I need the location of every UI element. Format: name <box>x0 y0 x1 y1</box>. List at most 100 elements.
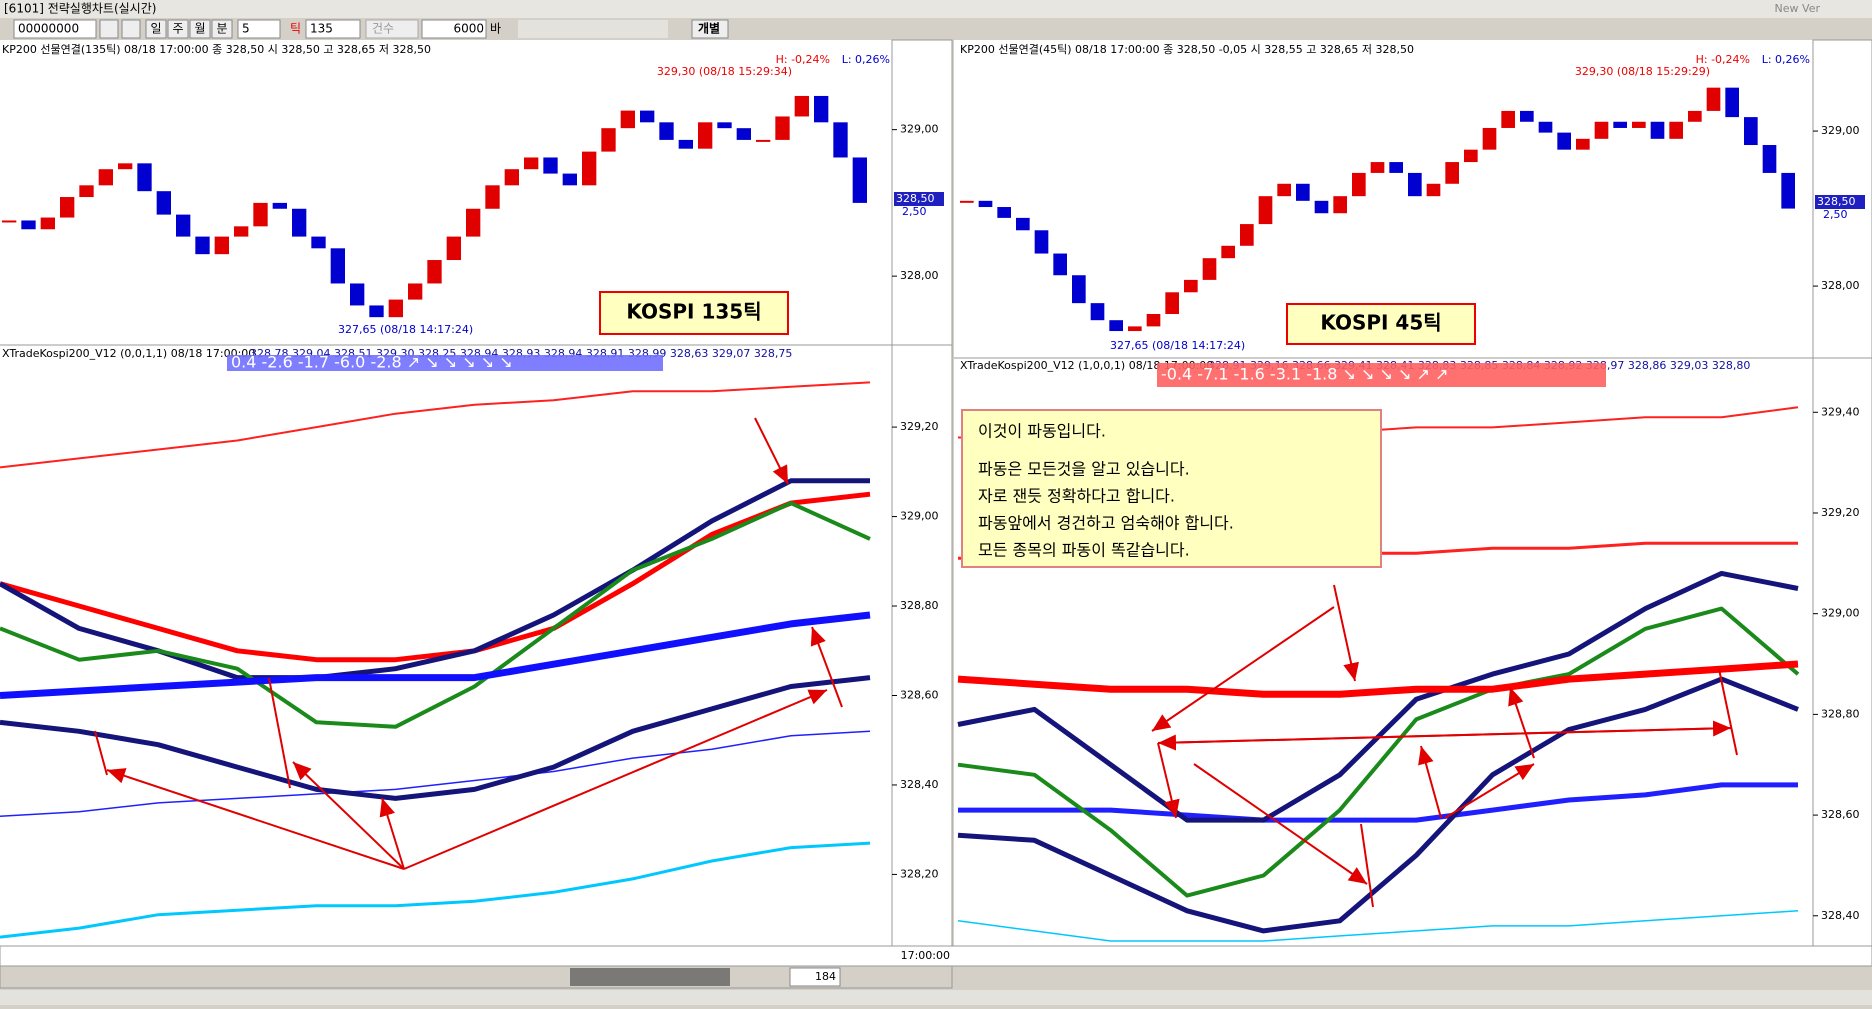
min-label: 327,65 (08/18 14:17:24) <box>338 323 473 336</box>
high-pct: H: -0,24% <box>776 53 830 66</box>
candle <box>98 169 113 186</box>
candle <box>852 157 867 203</box>
y-tick-label: 329,40 <box>1821 405 1860 418</box>
period-button[interactable] <box>145 19 167 39</box>
y-tick-label: 328,60 <box>900 688 939 701</box>
candle <box>620 110 635 129</box>
last-price: 328,50 <box>1817 195 1856 208</box>
candle <box>214 236 229 255</box>
candle <box>79 185 94 198</box>
candle <box>1762 145 1777 173</box>
refresh-button[interactable] <box>121 19 141 39</box>
candle <box>369 305 384 318</box>
price-header: KP200 선물연결(45틱) 08/18 17:00:00 종 328,50 … <box>960 43 1414 56</box>
candle <box>1557 132 1571 150</box>
candle <box>156 191 171 215</box>
candle <box>698 122 713 149</box>
indicator-line <box>958 782 1798 823</box>
period-button[interactable] <box>211 19 233 39</box>
y-tick-label: 329,00 <box>900 510 939 523</box>
y-tick-label: 328,40 <box>900 778 939 791</box>
y-tick-label: 328,00 <box>1821 279 1860 292</box>
last-price-box <box>1815 195 1865 209</box>
left-plot <box>0 40 892 946</box>
candle <box>234 226 249 237</box>
tick-select[interactable] <box>305 19 361 39</box>
candle <box>408 283 423 300</box>
candle <box>1744 117 1758 146</box>
indicator-line <box>957 910 1799 942</box>
candle <box>350 283 365 306</box>
candle <box>1240 224 1254 246</box>
candle <box>195 236 210 255</box>
note-line: 이것이 파동입니다. <box>978 422 1106 441</box>
candle <box>562 173 577 186</box>
candle <box>736 128 751 140</box>
period-button-label: 일 <box>150 22 161 36</box>
code: 00000000 <box>18 22 79 36</box>
candle <box>1426 183 1441 197</box>
candle <box>21 220 36 230</box>
candle <box>40 217 55 230</box>
candle <box>1650 121 1665 139</box>
candle <box>1725 87 1739 118</box>
code-input[interactable] <box>13 19 97 39</box>
search-button[interactable] <box>99 19 119 39</box>
period-button[interactable] <box>189 19 211 39</box>
tool-icons[interactable] <box>518 20 668 38</box>
kospi-label: KOSPI 135틱 <box>626 300 761 324</box>
candle <box>1370 162 1385 173</box>
candle <box>60 197 75 218</box>
kospi-label: KOSPI 45틱 <box>1320 311 1441 335</box>
scroll-value: 184 <box>815 970 836 983</box>
candle <box>756 139 771 142</box>
indicator-line <box>0 675 871 801</box>
count-value: 6000 <box>453 22 484 36</box>
candle <box>1090 303 1105 321</box>
tick-button[interactable]: 틱 <box>290 22 301 36</box>
period-button[interactable] <box>167 19 189 39</box>
unit: 바 <box>490 22 501 36</box>
last-price-box <box>894 192 944 206</box>
candle <box>1034 230 1049 254</box>
count-label: 건수 <box>372 22 394 36</box>
signal: 0.4 -2.6 -1.7 -6.0 -2.8 ↗ ↘ ↘ ↘ ↘ ↘ <box>231 353 513 372</box>
scroll-overview <box>570 968 730 986</box>
indicator-line <box>0 611 871 699</box>
candle <box>1482 127 1497 150</box>
last-price: 328,50 <box>896 192 935 205</box>
candle <box>1296 183 1310 201</box>
candle <box>446 236 461 261</box>
right-axis <box>1812 39 1872 947</box>
tick-value: 135 <box>310 22 333 36</box>
candle <box>1221 245 1235 259</box>
period-select[interactable] <box>237 19 281 39</box>
indicator-line <box>0 381 871 469</box>
indicator-line <box>0 478 870 681</box>
y-tick-label: 328,00 <box>900 269 939 282</box>
indicator-line <box>957 606 1800 898</box>
candle <box>1072 275 1086 304</box>
candle <box>978 200 993 208</box>
toolbar <box>0 18 1872 40</box>
count-select[interactable] <box>365 19 419 39</box>
y-tick-label: 329,00 <box>900 123 939 136</box>
scroll-input[interactable] <box>789 967 841 987</box>
candle <box>1184 279 1198 293</box>
low-pct: L: 0,26% <box>1762 53 1810 66</box>
candle <box>601 128 616 152</box>
candle <box>1669 121 1683 139</box>
note-line: 모든 종목의 파동이 똑같습니다. <box>978 541 1190 560</box>
count-input[interactable] <box>421 19 487 39</box>
candle <box>1109 320 1123 332</box>
period-button-label: 월 <box>194 22 205 36</box>
y-tick-label: 329,20 <box>1821 506 1860 519</box>
individual-button[interactable] <box>691 19 729 39</box>
candle <box>1016 217 1030 231</box>
candle <box>775 116 790 140</box>
candle <box>1445 162 1459 184</box>
candle <box>1538 121 1553 133</box>
y-tick-label: 329,00 <box>1821 607 1860 620</box>
candle <box>1202 258 1217 280</box>
